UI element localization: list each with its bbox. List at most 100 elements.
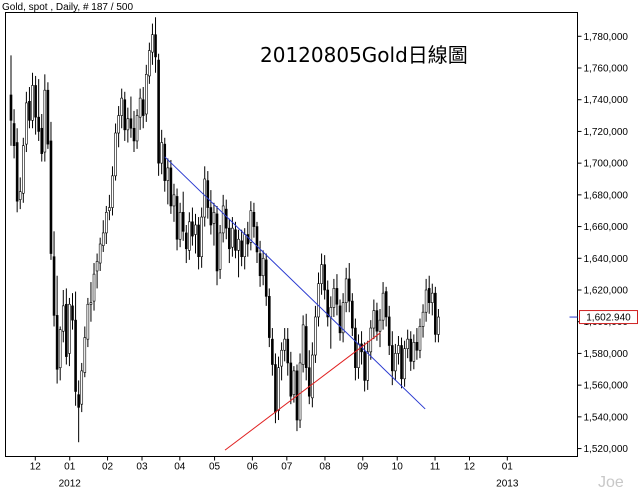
candle (215, 205, 219, 286)
candle (135, 109, 139, 149)
candle (280, 342, 283, 381)
candle (415, 328, 419, 360)
candle (31, 72, 34, 129)
candle-body (181, 212, 185, 232)
candle-body (397, 345, 400, 354)
candle-body (357, 343, 360, 368)
candle (83, 326, 87, 378)
candle-body (366, 351, 370, 381)
candle (314, 305, 317, 363)
candle-body (412, 342, 416, 362)
candle-body (55, 315, 59, 370)
candle-body (409, 338, 413, 362)
candles-group (9, 17, 440, 443)
candle (148, 42, 151, 84)
x-tick-label: 06 (247, 462, 259, 473)
candle-body (323, 264, 326, 291)
candle (390, 331, 394, 386)
candle (317, 272, 320, 327)
candle-body (46, 89, 50, 145)
candle-body (289, 362, 293, 397)
trendline-resistance (164, 156, 426, 410)
candle-body (427, 288, 431, 303)
candle-body (132, 127, 136, 142)
candle-body (218, 232, 222, 270)
candle-body (338, 305, 342, 334)
candle (163, 137, 167, 192)
candle (58, 326, 62, 381)
candle-body (58, 329, 62, 368)
candle-body (224, 208, 228, 229)
candle-body (101, 232, 105, 246)
candle (397, 335, 400, 365)
candle-body (424, 289, 428, 313)
candle-body (138, 97, 142, 118)
candle (301, 315, 305, 373)
candle-body (351, 300, 354, 329)
x-year-label: 2012 (59, 479, 82, 490)
last-price-label: 1,602.940 (586, 313, 631, 324)
candle (25, 91, 28, 153)
candle (347, 263, 351, 313)
candle (434, 286, 437, 343)
candle-body (212, 212, 216, 224)
candle-body (123, 99, 127, 131)
candle-body (126, 118, 130, 131)
candle (271, 328, 274, 376)
candle-body (372, 310, 376, 329)
candle-body (34, 85, 37, 118)
candle-body (197, 224, 200, 258)
y-tick-label: 1,520,000 (584, 444, 629, 455)
candle (95, 253, 99, 289)
candle-body (194, 224, 197, 235)
y-tick-label: 1,780,000 (584, 32, 629, 43)
candle-body (61, 305, 65, 332)
candle-body (221, 205, 225, 234)
y-tick-label: 1,640,000 (584, 254, 629, 265)
candle (255, 221, 259, 264)
candle (332, 278, 336, 317)
candle (126, 107, 130, 143)
candle-body (326, 289, 330, 318)
candle (203, 166, 207, 227)
candle (43, 74, 47, 162)
candle (194, 213, 197, 254)
candle-body (25, 102, 28, 145)
candle-body (280, 349, 283, 367)
candle (145, 64, 148, 122)
candle (311, 342, 314, 408)
candle-body (203, 178, 207, 218)
x-tick-label: 09 (357, 462, 369, 473)
candle (18, 177, 22, 210)
candle-body (95, 261, 99, 272)
candle (335, 274, 339, 316)
candle (160, 129, 163, 175)
candle-body (311, 354, 314, 399)
x-tick-label: 12 (464, 462, 476, 473)
candle (108, 194, 111, 221)
candle-body (15, 142, 19, 202)
candle (240, 229, 243, 267)
candle (341, 293, 345, 343)
x-tick-label: 04 (174, 462, 186, 473)
candle (267, 288, 271, 348)
candle-body (354, 327, 357, 368)
candle (252, 202, 256, 238)
candle-body (271, 338, 274, 365)
trendline-support (224, 332, 381, 451)
candle-body (335, 288, 339, 305)
candle (231, 217, 234, 257)
candle-body (160, 142, 163, 164)
candle-body (68, 303, 71, 354)
candle (101, 220, 105, 252)
candle-body (246, 234, 250, 245)
candle (86, 297, 90, 348)
candle-body (52, 256, 56, 316)
candle-body (111, 175, 114, 208)
candle-body (184, 232, 188, 250)
candle-body (400, 345, 403, 380)
candle-body (31, 85, 34, 121)
candle-body (252, 212, 256, 227)
candle (80, 362, 84, 413)
